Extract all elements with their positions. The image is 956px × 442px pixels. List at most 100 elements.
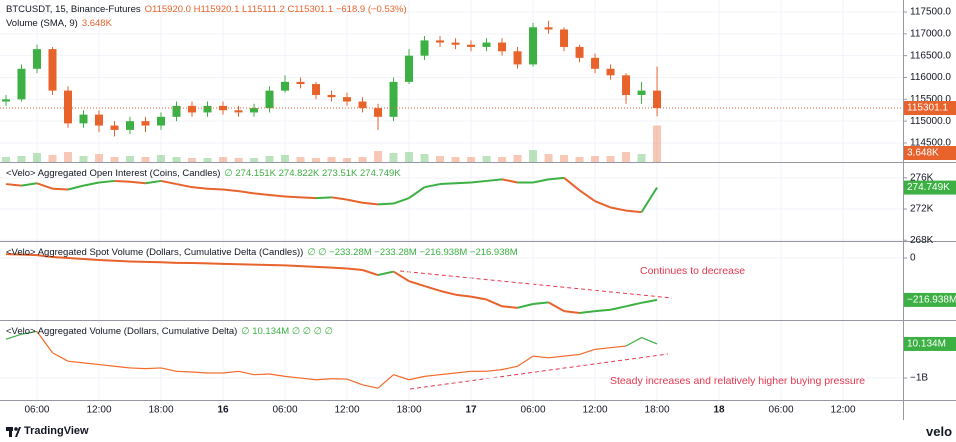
pane-values: ∅ 10.134M ∅ ∅ ∅ ∅ xyxy=(241,326,333,337)
y-tick-label: 0 xyxy=(910,253,916,264)
line-segment xyxy=(578,189,596,203)
annotation: Continues to decrease xyxy=(640,265,746,277)
price-label: 115301.1 xyxy=(907,103,948,114)
line-segment xyxy=(517,303,534,309)
candle-body xyxy=(374,108,383,117)
line-segment xyxy=(362,201,379,206)
line-segment xyxy=(641,298,658,304)
volume-bar xyxy=(389,153,398,162)
candle-body xyxy=(575,46,584,58)
candle-body xyxy=(188,105,197,113)
volume-bar xyxy=(327,157,336,162)
candle-body xyxy=(126,121,135,130)
line-segment xyxy=(52,256,69,260)
marks xyxy=(0,20,903,389)
line-segment xyxy=(160,179,177,186)
line-segment xyxy=(52,187,69,191)
line-segment xyxy=(253,373,270,376)
line-segment xyxy=(625,209,642,214)
line-segment xyxy=(424,285,441,292)
x-tick-label: 16 xyxy=(217,405,229,416)
volume-bar xyxy=(1,157,10,162)
logo-part xyxy=(14,427,18,431)
line-segment xyxy=(315,196,332,200)
line-segment xyxy=(501,178,518,184)
pane-title: <Velo> Aggregated Spot Volume (Dollars, … xyxy=(6,247,304,258)
candle-body xyxy=(467,44,476,47)
line-segment xyxy=(532,355,549,359)
x-tick-label: 18 xyxy=(713,405,725,416)
volume-bar xyxy=(606,156,615,162)
line-segment xyxy=(501,365,518,371)
line-segment xyxy=(594,200,611,209)
candle-body xyxy=(436,40,445,43)
x-tick-label: 18:00 xyxy=(645,405,670,416)
volume-legend: Volume (SMA, 9) 3.648K xyxy=(6,18,112,29)
volume-bar xyxy=(513,155,522,162)
ohlc-legend: O115920.0 H115920.1 L115111.2 C115301.1 … xyxy=(144,4,407,15)
candle-body xyxy=(250,108,259,113)
line-segment xyxy=(207,187,224,191)
price-label: −216.938M xyxy=(907,295,956,306)
candle-body xyxy=(203,105,212,113)
line-segment xyxy=(486,178,503,182)
line-segment xyxy=(377,374,394,389)
volume-bar xyxy=(141,157,150,162)
line-segment xyxy=(393,197,410,205)
pane-title: <Velo> Aggregated Open Interest (Coins, … xyxy=(6,168,221,179)
volume-bar xyxy=(529,150,538,162)
tradingview-logo xyxy=(6,427,21,437)
volume-bar xyxy=(467,157,476,162)
line-segment xyxy=(548,176,565,181)
line-segment xyxy=(455,370,472,374)
candle-body xyxy=(296,81,305,85)
x-tick-label: 17 xyxy=(465,405,477,416)
line-segment xyxy=(145,179,162,185)
volume-bar xyxy=(17,156,26,162)
volume-bar xyxy=(544,154,553,162)
line-segment xyxy=(21,253,38,257)
line-segment xyxy=(470,179,487,184)
y-tick-label: 114500.0 xyxy=(910,138,951,149)
candle-body xyxy=(95,114,104,126)
trend-line xyxy=(409,353,669,390)
y-tick-label: 116000.0 xyxy=(910,72,951,83)
volume-bar xyxy=(451,157,460,162)
candle-body xyxy=(32,49,41,69)
volume-bar xyxy=(157,155,166,162)
volume-bar xyxy=(250,158,259,162)
line-segment xyxy=(315,378,332,381)
volume-value: 3.648K xyxy=(81,18,112,29)
line-segment xyxy=(377,270,394,276)
line-segment xyxy=(501,305,518,309)
line-segment xyxy=(610,345,627,349)
line-segment xyxy=(160,261,177,264)
pane-title: <Velo> Aggregated Volume (Dollars, Cumul… xyxy=(6,326,238,337)
line-segment xyxy=(315,265,332,269)
line-segment xyxy=(98,179,115,184)
candle-body xyxy=(544,27,553,30)
volume-bar xyxy=(560,155,569,162)
annotation: Steady increases and relatively higher b… xyxy=(610,375,866,387)
candle-body xyxy=(482,42,491,47)
line-segment xyxy=(67,184,84,191)
line-segment xyxy=(300,265,317,268)
volume-bar xyxy=(358,157,367,162)
line-segment xyxy=(439,289,456,296)
line-segment xyxy=(36,254,53,259)
line-segment xyxy=(269,193,286,198)
line-segment xyxy=(83,181,100,187)
line-segment xyxy=(67,257,84,260)
y-tick-label: 115500.0 xyxy=(910,94,951,105)
candle-body xyxy=(637,90,646,95)
trend-line xyxy=(399,270,673,299)
line-segment xyxy=(176,183,193,189)
candle-body xyxy=(560,29,569,47)
line-segment xyxy=(424,374,441,377)
line-segment xyxy=(114,365,131,369)
x-tick-label: 18:00 xyxy=(148,405,173,416)
line-segment xyxy=(625,337,642,347)
price-label: 274.749K xyxy=(907,182,950,193)
volume-bar xyxy=(79,156,88,162)
